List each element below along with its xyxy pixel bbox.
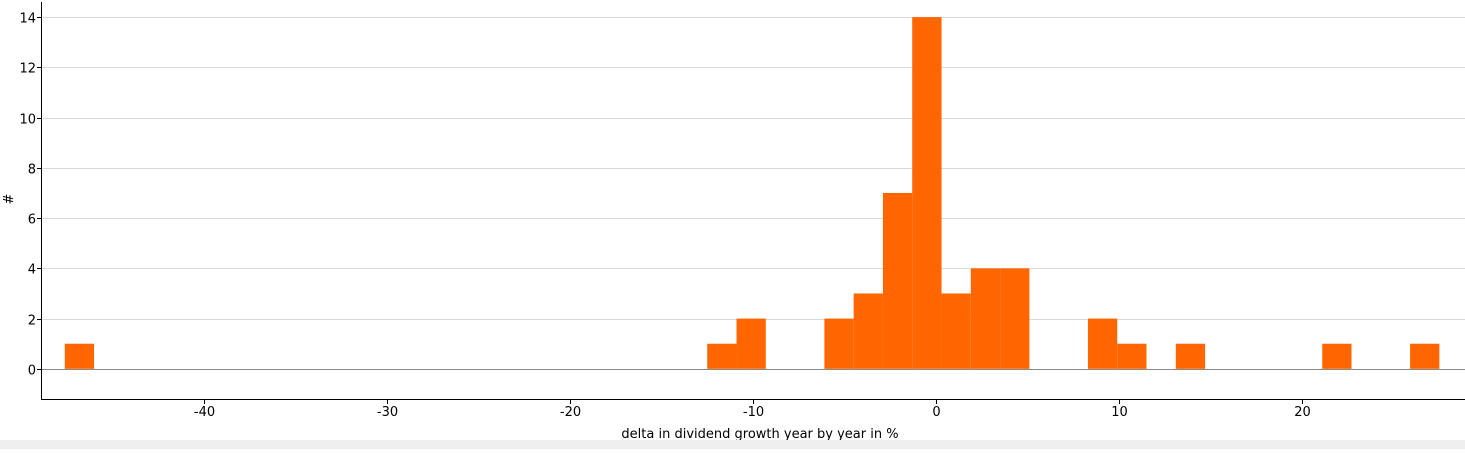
histogram-bar: [1087, 318, 1118, 369]
y-tick-label: 10: [19, 113, 36, 128]
histogram-bar: [1175, 343, 1206, 369]
histogram-bar: [1117, 343, 1147, 369]
x-tick-label: 0: [932, 405, 940, 420]
y-tick-label: 14: [19, 12, 36, 27]
histogram-bar: [853, 293, 883, 369]
footer-strip: [0, 440, 1465, 449]
histogram-bar: [941, 293, 971, 369]
y-axis-title: #: [2, 194, 17, 205]
histogram-bar: [736, 318, 766, 369]
y-tick-label: 6: [28, 213, 36, 228]
histogram-bar: [824, 318, 854, 369]
x-tick-label: -40: [194, 405, 215, 420]
y-tick-label: 12: [19, 62, 36, 77]
axes: [37, 2, 1465, 404]
y-tick-label: 8: [28, 163, 36, 178]
x-tick-label: 20: [1294, 405, 1311, 420]
y-tick-label: 4: [28, 263, 36, 278]
y-tick-label: 0: [28, 364, 36, 379]
gridlines: [41, 17, 1465, 370]
tick-labels: 0 2 4 6 8 10 12 14 -40 -30 -20 -10 0 10 20: [19, 12, 1310, 421]
histogram-bar: [1410, 343, 1440, 369]
x-tick-label: -30: [377, 405, 398, 420]
histogram-bar: [64, 343, 95, 369]
histogram-bar: [1322, 343, 1352, 369]
x-tick-label: 10: [1111, 405, 1128, 420]
histogram-bar: [970, 268, 1001, 369]
histogram-bar: [707, 343, 737, 369]
bars: [64, 17, 1440, 369]
histogram-bar: [1000, 268, 1030, 369]
x-tick-label: -10: [743, 405, 764, 420]
y-tick-label: 2: [28, 314, 36, 329]
x-axis-title: delta in dividend growth year by year in…: [621, 427, 898, 442]
histogram-bar: [882, 192, 913, 369]
histogram-bar: [912, 17, 942, 369]
x-tick-label: -20: [560, 405, 581, 420]
